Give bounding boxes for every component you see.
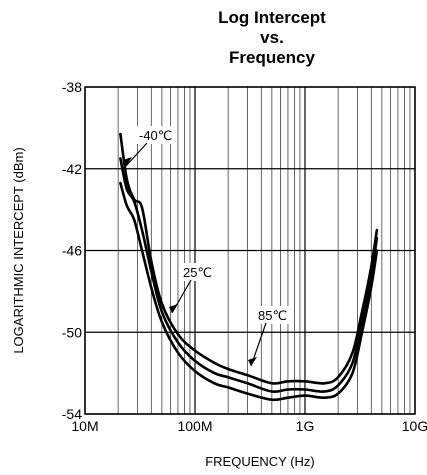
chart-title-line-3: Frequency [229, 48, 316, 67]
series-line-0 [119, 132, 379, 385]
series-line-2 [119, 181, 379, 402]
y-tick-label: -42 [62, 161, 82, 177]
series-line-1 [119, 157, 379, 394]
y-tick-label: -50 [62, 324, 82, 340]
annotation-background [181, 263, 217, 281]
x-tick-label: 1G [296, 418, 315, 434]
x-tick-label: 100M [177, 418, 212, 434]
y-tick-label: -54 [62, 406, 82, 422]
chart-title-line-1: Log Intercept [218, 8, 326, 27]
annotation-background [256, 306, 292, 324]
chart-title-line-2: vs. [260, 28, 284, 47]
series-annotations: -40℃ 25℃ 85℃ [123, 126, 292, 367]
plot-frame [84, 86, 416, 415]
y-tick-label: -46 [62, 243, 82, 259]
y-tick-labels: -38 -42 -46 -50 -54 [62, 79, 82, 422]
chart-title: Log Intercept vs. Frequency [218, 8, 326, 67]
annotation-label-0: -40℃ [139, 128, 172, 143]
x-axis-label: FREQUENCY (Hz) [205, 454, 315, 469]
y-tick-label: -38 [62, 79, 82, 95]
annotation-arrowhead [123, 157, 132, 166]
data-series [119, 132, 379, 402]
annotation-arrowhead [248, 357, 257, 366]
annotation-label-1: 25℃ [183, 265, 212, 280]
annotation-label-2: 85℃ [258, 308, 287, 323]
grid-lines [84, 86, 416, 415]
x-tick-label: 10G [402, 418, 427, 434]
y-axis-label: LOGARITHMIC INTERCEPT (dBm) [11, 147, 26, 353]
x-tick-label: 10M [71, 418, 98, 434]
annotation-leader [125, 142, 148, 167]
annotation-arrowhead [169, 304, 178, 313]
x-tick-labels: 10M 100M 1G 10G [71, 418, 427, 434]
annotation-background [137, 126, 173, 144]
